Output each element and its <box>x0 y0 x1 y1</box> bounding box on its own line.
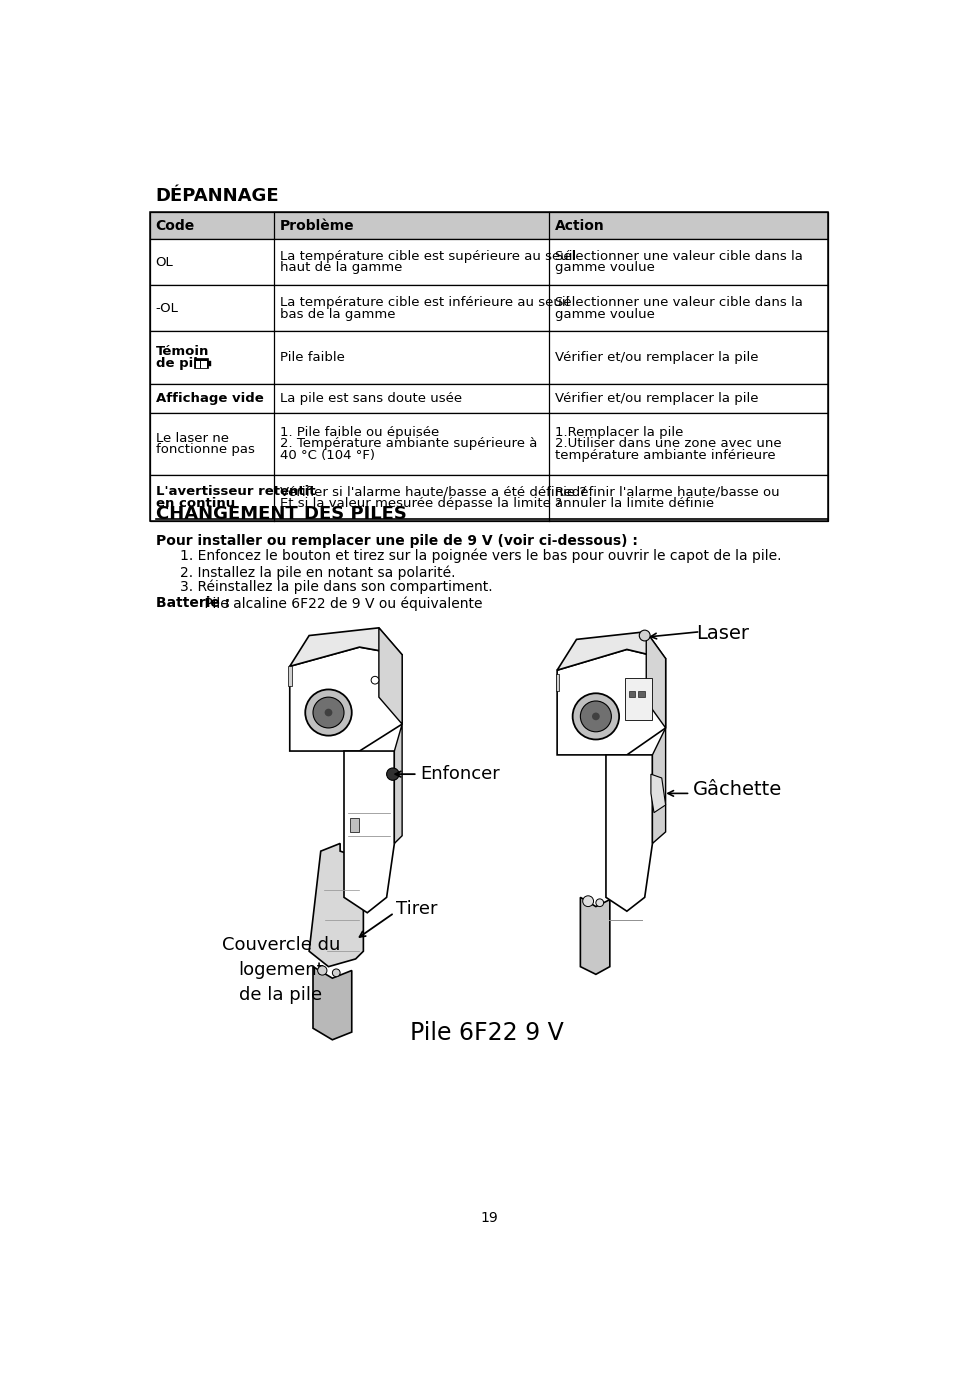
Bar <box>607 836 643 897</box>
Circle shape <box>596 898 603 907</box>
Text: Laser: Laser <box>696 625 749 643</box>
Circle shape <box>386 768 398 781</box>
Text: CHANGEMENT DES PILES: CHANGEMENT DES PILES <box>155 504 406 522</box>
Text: Et si la valeur mesurée dépasse la limite ?: Et si la valeur mesurée dépasse la limit… <box>279 498 561 510</box>
Bar <box>638 691 644 697</box>
Bar <box>150 332 827 384</box>
Circle shape <box>579 701 611 732</box>
Text: fonctionne pas: fonctionne pas <box>155 444 254 456</box>
Polygon shape <box>605 755 652 911</box>
Bar <box>150 413 827 474</box>
Bar <box>208 361 211 366</box>
Polygon shape <box>557 650 665 755</box>
Bar <box>624 679 651 720</box>
Circle shape <box>592 713 599 720</box>
Bar <box>194 358 208 369</box>
Text: 1. Pile faible ou épuisée: 1. Pile faible ou épuisée <box>279 426 438 438</box>
Text: 2. Température ambiante supérieure à: 2. Température ambiante supérieure à <box>279 437 537 451</box>
Circle shape <box>317 966 327 976</box>
Polygon shape <box>579 897 609 974</box>
Circle shape <box>305 690 352 735</box>
Text: 40 °C (104 °F): 40 °C (104 °F) <box>279 449 375 462</box>
Polygon shape <box>313 966 352 1039</box>
Text: Vérifier et/ou remplacer la pile: Vérifier et/ou remplacer la pile <box>555 351 758 363</box>
Text: Affichage vide: Affichage vide <box>155 392 263 405</box>
Text: Sélectionner une valeur cible dans la: Sélectionner une valeur cible dans la <box>555 250 801 263</box>
Text: 3. Réinstallez la pile dans son compartiment.: 3. Réinstallez la pile dans son comparti… <box>180 579 493 594</box>
Text: Problème: Problème <box>279 218 354 232</box>
Text: Sélectionner une valeur cible dans la: Sélectionner une valeur cible dans la <box>555 296 801 310</box>
Polygon shape <box>652 728 665 843</box>
Text: Batterie :: Batterie : <box>155 596 230 611</box>
Polygon shape <box>378 627 402 724</box>
Bar <box>150 285 827 332</box>
Circle shape <box>313 697 344 728</box>
Text: Tirer: Tirer <box>395 900 437 918</box>
Bar <box>150 211 827 521</box>
Bar <box>350 818 359 832</box>
Text: La température cible est inférieure au seuil: La température cible est inférieure au s… <box>279 296 568 310</box>
Bar <box>629 691 635 697</box>
Text: en continu: en continu <box>155 498 234 510</box>
Bar <box>288 666 292 685</box>
Polygon shape <box>344 750 394 912</box>
Text: 1.Remplacer la pile: 1.Remplacer la pile <box>555 426 682 438</box>
Circle shape <box>582 896 593 907</box>
Text: Vérifier et/ou remplacer la pile: Vérifier et/ou remplacer la pile <box>555 392 758 405</box>
Polygon shape <box>394 724 402 843</box>
Text: Pour installer ou remplacer une pile de 9 V (voir ci-dessous) :: Pour installer ou remplacer une pile de … <box>155 533 637 547</box>
Bar <box>195 361 199 368</box>
Text: OL: OL <box>155 256 173 268</box>
Circle shape <box>572 694 618 739</box>
Text: L'avertisseur retentit: L'avertisseur retentit <box>155 485 314 499</box>
Bar <box>150 239 827 285</box>
Bar <box>150 384 827 413</box>
Text: Pile alcaline 6F22 de 9 V ou équivalente: Pile alcaline 6F22 de 9 V ou équivalente <box>199 596 482 611</box>
Circle shape <box>639 630 649 641</box>
Text: Redéfinir l'alarme haute/basse ou: Redéfinir l'alarme haute/basse ou <box>555 485 779 499</box>
Text: Enfoncer: Enfoncer <box>419 766 499 784</box>
Text: Code: Code <box>155 218 194 232</box>
Circle shape <box>371 676 378 684</box>
Polygon shape <box>309 843 363 966</box>
Text: de pile: de pile <box>155 357 207 370</box>
Text: La température cible est supérieure au seuil: La température cible est supérieure au s… <box>279 250 576 263</box>
Text: Pile faible: Pile faible <box>279 351 344 363</box>
Text: 19: 19 <box>479 1212 497 1226</box>
Circle shape <box>332 969 340 977</box>
Polygon shape <box>290 647 402 750</box>
Text: DÉPANNAGE: DÉPANNAGE <box>155 188 279 206</box>
Text: gamme voulue: gamme voulue <box>555 308 654 321</box>
Polygon shape <box>557 632 665 670</box>
Polygon shape <box>290 627 402 666</box>
Circle shape <box>324 709 332 716</box>
Bar <box>150 474 827 521</box>
Bar <box>201 361 207 368</box>
Text: Action: Action <box>555 218 604 232</box>
Text: Témoin: Témoin <box>155 346 209 358</box>
Polygon shape <box>650 774 665 813</box>
Text: -OL: -OL <box>155 301 178 315</box>
Text: La pile est sans doute usée: La pile est sans doute usée <box>279 392 461 405</box>
Text: 2.Utiliser dans une zone avec une: 2.Utiliser dans une zone avec une <box>555 437 781 451</box>
Text: Le laser ne: Le laser ne <box>155 431 229 445</box>
Text: bas de la gamme: bas de la gamme <box>279 308 395 321</box>
Text: température ambiante inférieure: température ambiante inférieure <box>555 449 775 462</box>
Text: haut de la gamme: haut de la gamme <box>279 261 401 275</box>
Polygon shape <box>645 632 665 728</box>
Bar <box>555 674 558 691</box>
Bar <box>150 211 827 239</box>
Text: gamme voulue: gamme voulue <box>555 261 654 275</box>
Text: 1. Enfoncez le bouton et tirez sur la poignée vers le bas pour ouvrir le capot d: 1. Enfoncez le bouton et tirez sur la po… <box>180 549 781 562</box>
Text: annuler la limite définie: annuler la limite définie <box>555 498 713 510</box>
Text: Vérifier si l'alarme haute/basse a été définie ?: Vérifier si l'alarme haute/basse a été d… <box>279 485 585 499</box>
Text: Gâchette: Gâchette <box>692 779 781 799</box>
Text: 2. Installez la pile en notant sa polarité.: 2. Installez la pile en notant sa polari… <box>180 565 456 580</box>
Text: Pile 6F22 9 V: Pile 6F22 9 V <box>410 1020 563 1045</box>
Text: Couvercle du
logement
de la pile: Couvercle du logement de la pile <box>221 936 339 1003</box>
